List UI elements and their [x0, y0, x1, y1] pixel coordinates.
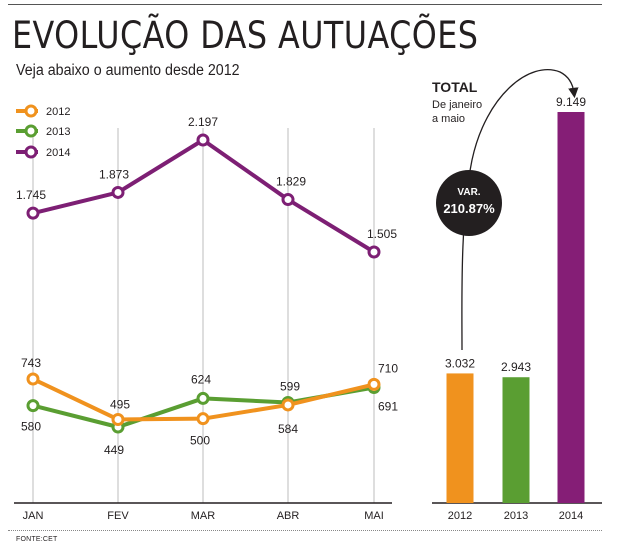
line-chart: JAN FEV MAR ABR MAI 2012 2013 2014 580 449 624 599 6…	[14, 104, 398, 522]
source-note: FONTE:CET	[16, 536, 58, 543]
bar-label-2014: 9.149	[556, 95, 586, 109]
bar-label-2012: 3.032	[445, 356, 475, 370]
legend-marker-2012	[24, 104, 38, 118]
bar-category-2013: 2013	[504, 510, 528, 522]
total-subtitle-line-1: De janeiro	[432, 99, 482, 111]
annotation-arrow	[461, 69, 579, 351]
legend-label-2013: 2013	[46, 126, 70, 138]
legend-label-2012: 2012	[46, 106, 70, 118]
point-2014-abr	[281, 193, 295, 207]
point-2014-fev	[111, 185, 125, 199]
point-2012-mar	[196, 412, 210, 426]
x-tick-label-mai: MAI	[364, 510, 384, 522]
variation-value: 210.87%	[443, 201, 495, 216]
top-rule	[8, 4, 602, 5]
x-tick-label-jan: JAN	[23, 510, 44, 522]
data-label-2012-mai: 710	[378, 361, 398, 375]
data-label-2012-fev: 495	[110, 397, 130, 411]
x-tick-label-abr: ABR	[277, 510, 300, 522]
point-2013-mar	[196, 391, 210, 405]
bar-2013	[502, 377, 530, 503]
data-label-2012-abr: 584	[278, 422, 298, 436]
total-subtitle-line-2: a maio	[432, 113, 465, 125]
data-label-2013-abr: 599	[280, 380, 300, 394]
data-label-2013-jan: 580	[21, 420, 41, 434]
variation-bubble	[436, 170, 502, 236]
bar-2012	[446, 373, 474, 503]
point-2014-jan	[26, 206, 40, 220]
data-label-2014-fev: 1.873	[99, 167, 129, 181]
legend-label-2014: 2014	[46, 147, 70, 159]
bar-category-2014: 2014	[559, 510, 583, 522]
bar-label-2013: 2.943	[501, 360, 531, 374]
footer-rule	[8, 530, 602, 531]
data-label-2014-mai: 1.505	[367, 227, 397, 241]
data-label-2013-mai: 691	[378, 399, 398, 413]
bar-chart: TOTAL De janeiro a maio 3.032 2012 2.943 2013 9…	[432, 69, 602, 522]
point-2013-jan	[26, 399, 40, 413]
total-title: TOTAL	[432, 79, 478, 95]
x-tick-label-mar: MAR	[191, 510, 216, 522]
data-label-2013-fev: 449	[104, 443, 124, 457]
legend-marker-2014	[24, 145, 38, 159]
variation-label: VAR.	[457, 187, 480, 198]
page-title: EVOLUÇÃO DAS AUTUAÇÕES	[12, 14, 479, 57]
point-2012-fev	[111, 412, 125, 426]
data-label-2014-mar: 2.197	[188, 115, 218, 129]
data-label-2014-abr: 1.829	[276, 175, 306, 189]
data-label-2013-mar: 624	[191, 372, 211, 386]
point-2014-mar	[196, 133, 210, 147]
data-label-2012-jan: 743	[21, 356, 41, 370]
point-2012-abr	[281, 398, 295, 412]
legend-marker-2013	[24, 124, 38, 138]
point-2012-jan	[26, 372, 40, 386]
data-label-2012-mar: 500	[190, 434, 210, 448]
point-2014-mai	[367, 245, 381, 259]
data-label-2014-jan: 1.745	[16, 188, 46, 202]
x-tick-label-fev: FEV	[107, 510, 129, 522]
bar-category-2012: 2012	[448, 510, 472, 522]
bar-2014	[557, 112, 585, 503]
point-2012-mai	[367, 377, 381, 391]
page-subtitle: Veja abaixo o aumento desde 2012	[16, 62, 240, 79]
